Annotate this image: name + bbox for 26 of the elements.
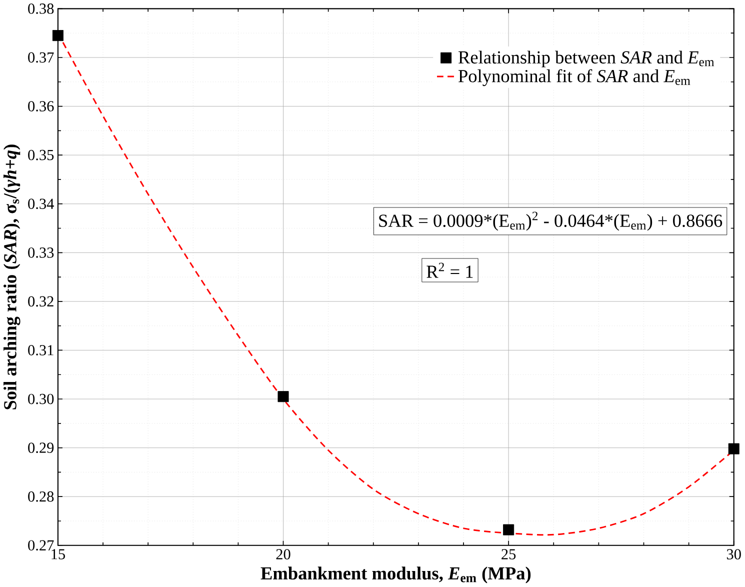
y-tick-label: 0.28 xyxy=(28,492,54,502)
point xyxy=(278,391,289,402)
y-tick-label: 0.37 xyxy=(28,52,54,63)
annotation: R$^{2}$ = 1 xyxy=(426,262,473,278)
annotation: SAR = 0.0009*(E$_{em}$)$^{2}$ - 0.0464*(E$_{em}$) + 0.8666 xyxy=(379,212,722,231)
y-tick-label: 0.36 xyxy=(28,101,54,112)
y-tick-label: 0.33 xyxy=(28,248,54,258)
point xyxy=(503,524,514,536)
y-tick-label: 0.38 xyxy=(28,4,54,14)
x-tick-label: 25 xyxy=(502,549,516,560)
point xyxy=(52,30,64,42)
x-tick-label: 20 xyxy=(276,549,290,560)
y-tick-label: 0.32 xyxy=(28,296,54,307)
y-tick-label: 0.30 xyxy=(28,394,54,404)
legend-label: Polynominal fit of SAR and E$_{em}$ xyxy=(458,69,690,86)
y-tick-label: 0.29 xyxy=(28,442,54,454)
legend-label: Relationship between SAR and E$_{em}$ xyxy=(458,50,714,68)
y-tick-label: 0.31 xyxy=(28,345,54,356)
point xyxy=(728,443,740,454)
y-tick-label: 0.27 xyxy=(28,540,54,551)
x-tick-label: 15 xyxy=(52,549,65,560)
y-tick-label: 0.34 xyxy=(28,198,54,210)
y-tick-label: 0.35 xyxy=(28,150,54,160)
text: Soil arching ratio (SAR), σ$_{s}$/(γh+q) xyxy=(4,144,20,410)
x-tick-label: 30 xyxy=(726,549,741,560)
x-axis-title: Embankment modulus, E$_{em}$ (MPa) xyxy=(260,566,531,584)
